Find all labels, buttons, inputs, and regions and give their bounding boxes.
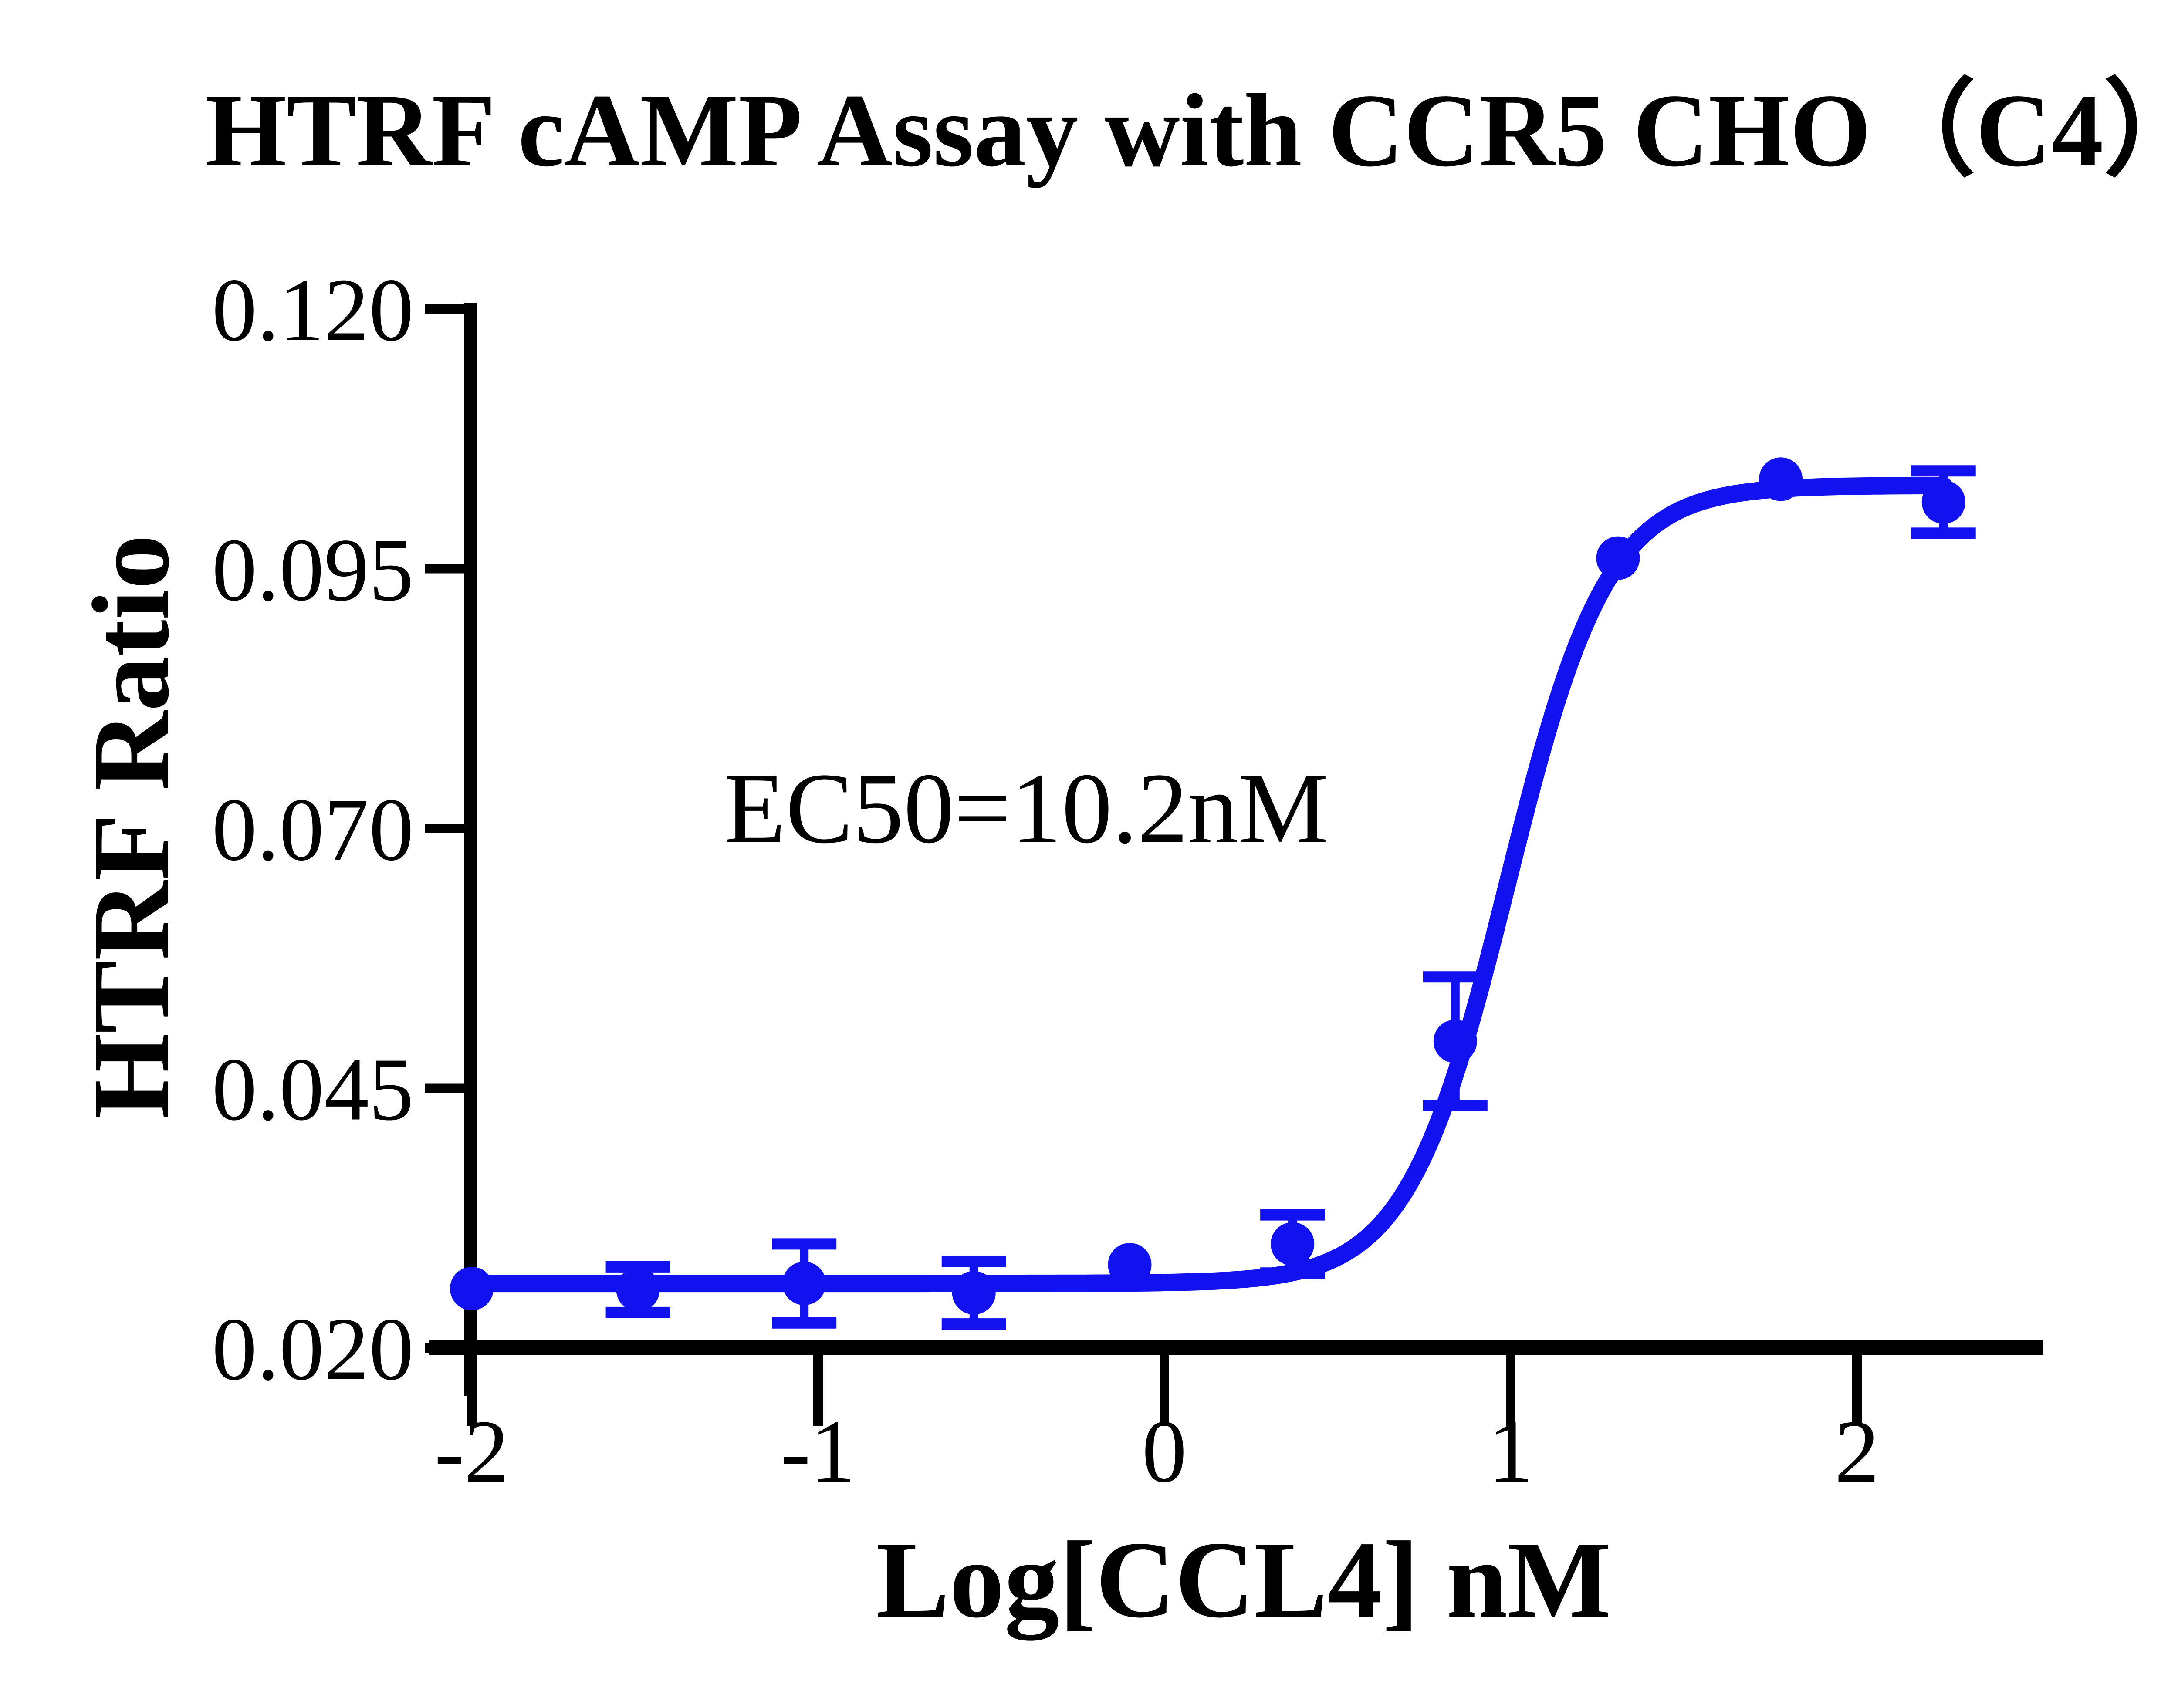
data-point-marker (782, 1262, 826, 1306)
axes (425, 303, 2043, 1426)
x-tick-label: -2 (434, 1401, 509, 1501)
y-tick-label: 0.070 (212, 780, 414, 879)
data-point-marker (1921, 480, 1965, 524)
x-tick-label: -1 (781, 1401, 856, 1501)
y-tick-label: 0.045 (212, 1040, 414, 1139)
dose-response-curve (453, 476, 1952, 1293)
y-axis-label: HTRF Ratio (70, 534, 192, 1119)
data-point-marker (1433, 1019, 1477, 1063)
fit-curve (453, 476, 1952, 1293)
x-tick-label: 0 (1142, 1401, 1187, 1501)
data-point-marker (450, 1266, 494, 1310)
y-tick-label: 0.095 (212, 520, 414, 620)
data-point-marker (1108, 1243, 1152, 1287)
x-tick-label: 2 (1835, 1401, 1880, 1501)
x-tick-labels: -2 -1 0 1 2 (434, 1401, 1879, 1501)
data-point-marker (952, 1271, 996, 1315)
chart-title: HTRF cAMP Assay with CCR5 CHO（C4） (205, 72, 2178, 188)
ec50-annotation: EC50=10.2nM (724, 753, 1329, 864)
data-point-marker (1271, 1222, 1315, 1266)
data-points (450, 457, 1965, 1315)
x-tick-label: 1 (1488, 1401, 1533, 1501)
error-bars (605, 465, 1976, 1330)
data-point-marker (1759, 457, 1803, 501)
y-tick-label: 0.020 (212, 1299, 414, 1399)
y-tick-label: 0.120 (212, 260, 414, 360)
y-tick-labels: 0.120 0.095 0.070 0.045 0.020 (212, 260, 414, 1399)
data-point-marker (1596, 536, 1640, 580)
data-point-marker (616, 1268, 660, 1312)
x-axis-label: Log[CCL4] nM (876, 1519, 1611, 1641)
